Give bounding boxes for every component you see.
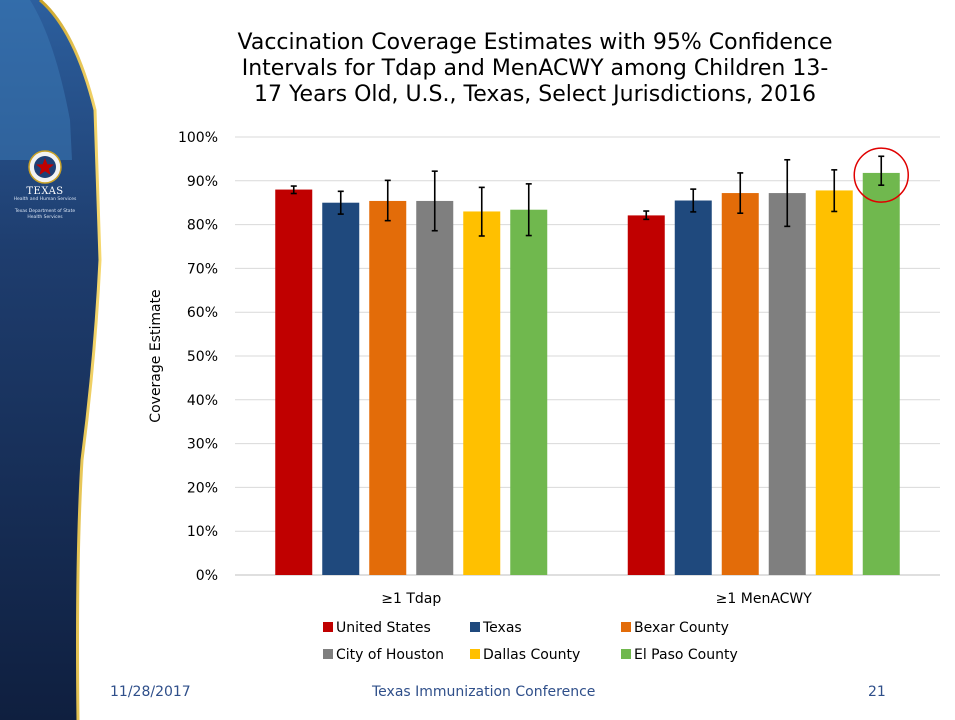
bar (768, 193, 806, 575)
y-tick-label: 10% (187, 524, 218, 540)
footer-title: Texas Immunization Conference (372, 684, 596, 700)
legend-swatch (621, 649, 631, 659)
legend-swatch (621, 622, 631, 632)
texas-seal-icon (28, 150, 62, 184)
y-tick-label: 50% (187, 349, 218, 365)
legend-label: Bexar County (634, 620, 729, 636)
bar (815, 190, 853, 575)
org-line-1: Health and Human Services (13, 197, 77, 202)
coverage-bar-chart: 0% 10% 20% 30% 40% 50% 60% 70% 80% 90% 100% Coverag… (148, 130, 940, 663)
y-tick-label: 60% (187, 305, 218, 321)
bar (721, 193, 759, 575)
y-tick-label: 0% (196, 568, 218, 584)
footer-date: 11/28/2017 (110, 684, 191, 700)
y-tick-label: 30% (187, 437, 218, 453)
bar (322, 202, 360, 575)
org-line-3: Health Services (27, 215, 63, 220)
legend-label: United States (336, 620, 431, 636)
y-axis-label: Coverage Estimate (148, 289, 164, 422)
chart-title-line-2: Intervals for Tdap and MenACWY among Chi… (241, 56, 829, 81)
y-tick-label: 80% (187, 218, 218, 234)
org-line-2: Texas Department of State (14, 209, 76, 214)
org-branding: TEXAS Health and Human Services Texas De… (4, 150, 86, 221)
legend-label: El Paso County (634, 647, 738, 663)
highlight-circle (853, 147, 909, 203)
legend-swatch (323, 622, 333, 632)
x-category-label: ≥1 Tdap (381, 591, 441, 607)
org-name: TEXAS (26, 186, 64, 197)
legend-label: Dallas County (483, 647, 580, 663)
legend-swatch (470, 622, 480, 632)
footer-page-number: 21 (868, 684, 886, 700)
bar (627, 215, 665, 576)
y-tick-label: 20% (187, 480, 218, 496)
bar (369, 200, 407, 575)
y-tick-label: 70% (187, 261, 218, 277)
chart-title: Vaccination Coverage Estimates with 95% … (185, 30, 885, 108)
x-category-label: ≥1 MenACWY (716, 591, 813, 607)
chart-title-line-1: Vaccination Coverage Estimates with 95% … (237, 30, 833, 55)
y-tick-label: 90% (187, 174, 218, 190)
legend-swatch (470, 649, 480, 659)
bar (463, 211, 501, 575)
legend-swatch (323, 649, 333, 659)
legend-label: City of Houston (336, 647, 444, 663)
bar (862, 172, 900, 575)
bar (674, 200, 712, 575)
bar (275, 189, 313, 575)
legend-label: Texas (482, 620, 522, 636)
bar (416, 200, 454, 575)
bar (510, 209, 548, 575)
y-tick-label: 100% (178, 130, 218, 146)
y-tick-label: 40% (187, 393, 218, 409)
sidebar-decoration (0, 0, 102, 720)
chart-title-line-3: 17 Years Old, U.S., Texas, Select Jurisd… (254, 82, 816, 107)
